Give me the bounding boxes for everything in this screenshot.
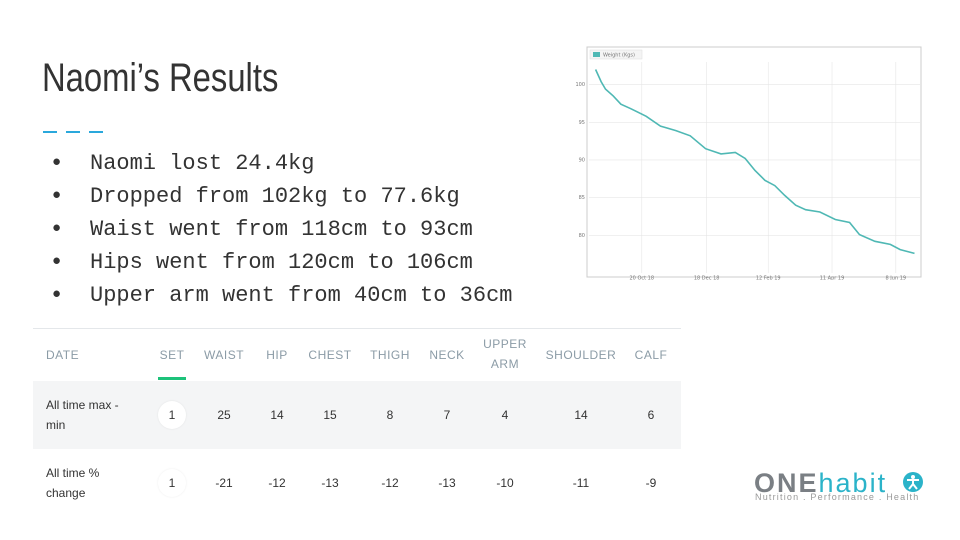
set-badge: 1	[158, 401, 186, 429]
x-tick-label: 20 Oct 18	[630, 276, 655, 281]
chart-frame	[586, 46, 922, 278]
x-tick-label: 12 Feb 19	[756, 276, 781, 281]
active-tab-underline	[158, 377, 186, 380]
bullet-marker: ●	[52, 154, 62, 171]
column-header: DATE	[46, 348, 80, 362]
cell: 14	[270, 408, 284, 422]
row-background	[33, 381, 681, 449]
bullet-marker: ●	[52, 286, 62, 303]
row-label: All time max - min	[46, 398, 119, 432]
bullet: ● Waist went from 118cm to 93cm	[52, 217, 473, 242]
logo: ONEhabit	[754, 468, 887, 499]
y-tick-label: 80	[579, 233, 585, 239]
cell: -13	[438, 476, 456, 490]
bullet: ● Naomi lost 24.4kg	[52, 151, 314, 176]
bullet-text: Hips went from 120cm to 106cm	[90, 250, 473, 275]
set-badge: 1	[158, 469, 186, 497]
logo-icon	[903, 472, 923, 492]
legend-box	[589, 49, 643, 60]
cell: -12	[381, 476, 399, 490]
cell: 4	[501, 408, 509, 422]
cell: 14	[574, 408, 588, 422]
data-line	[594, 69, 915, 255]
legend-label: Weight (Kgs)	[603, 53, 635, 59]
slide-title: Naomi’s Results	[42, 56, 279, 100]
column-header: HIP	[266, 348, 288, 362]
bullet-marker: ●	[52, 187, 62, 204]
cell: 6	[647, 408, 655, 422]
bullet: ● Dropped from 102kg to 77.6kg	[52, 184, 460, 209]
y-tick-label: 85	[579, 195, 585, 201]
bullet-marker: ●	[52, 253, 62, 270]
column-header: UPPER ARM	[483, 337, 527, 371]
divider	[66, 131, 80, 133]
bullet: ● Upper arm went from 40cm to 36cm	[52, 283, 512, 308]
bullet-text: Upper arm went from 40cm to 36cm	[90, 283, 513, 308]
y-tick-label: 90	[579, 157, 585, 163]
column-header: THIGH	[370, 348, 410, 362]
cell: 25	[217, 408, 231, 422]
row-label: All time % change	[46, 466, 100, 500]
cell: 7	[443, 408, 451, 422]
cell: -10	[496, 476, 514, 490]
cell: 8	[386, 408, 394, 422]
bullet-text: Waist went from 118cm to 93cm	[90, 217, 473, 242]
column-header: CHEST	[308, 348, 352, 362]
cell: 15	[323, 408, 337, 422]
x-tick-label: 18 Dec 18	[694, 276, 720, 281]
bullet-text: Dropped from 102kg to 77.6kg	[90, 184, 460, 209]
cell: -12	[268, 476, 286, 490]
y-tick-label: 95	[579, 120, 585, 126]
legend-swatch	[593, 52, 600, 57]
x-tick-label: 8 Jun 19	[886, 276, 907, 281]
divider	[89, 131, 103, 133]
column-header: NECK	[429, 348, 465, 362]
cell: -9	[645, 476, 657, 490]
bullet-marker: ●	[52, 220, 62, 237]
bullet: ● Hips went from 120cm to 106cm	[52, 250, 473, 275]
bullet-text: Naomi lost 24.4kg	[90, 151, 315, 176]
logo-tagline: Nutrition . Performance . Health	[755, 492, 920, 502]
column-header: CALF	[634, 348, 668, 362]
measurement-table: DATE SET WAIST HIP CHEST THIGH NECK UPPER ARM SH…	[33, 328, 681, 517]
column-header: SET	[159, 348, 185, 362]
divider	[43, 131, 57, 133]
logo-prefix: ONE	[754, 468, 819, 498]
y-tick-label: 100	[575, 82, 585, 88]
x-tick-label: 11 Apr 19	[820, 276, 845, 281]
cell: -11	[572, 476, 590, 490]
column-header: SHOULDER	[545, 348, 617, 362]
column-header: WAIST	[203, 348, 245, 362]
cell: -21	[215, 476, 233, 490]
weight-chart: 80 85 90 95 100 20 Oct 18 18 Dec 18 12 Feb 19 11…	[575, 46, 922, 281]
cell: -13	[321, 476, 339, 490]
logo-suffix: habit	[818, 468, 888, 498]
